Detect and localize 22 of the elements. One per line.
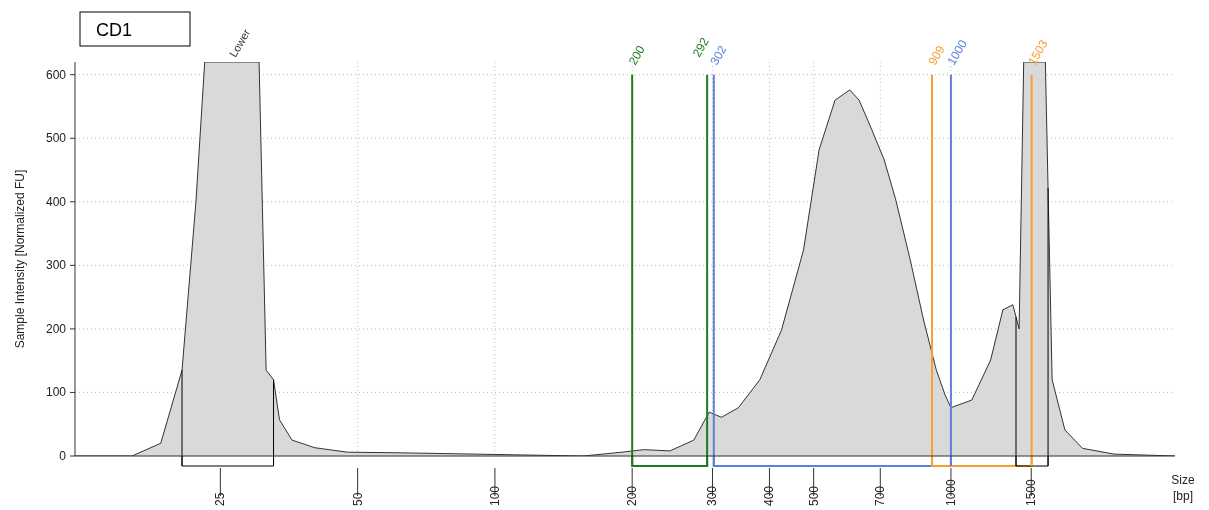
- y-tick-label: 600: [45, 67, 67, 82]
- y-tick-label: 0: [59, 449, 67, 463]
- x-tick-label: 400: [762, 485, 777, 506]
- x-tick-label: 50: [350, 492, 365, 506]
- y-tick-label: 100: [45, 385, 67, 400]
- x-axis-title: Size [bp]: [1171, 473, 1195, 503]
- y-tick-label: 500: [45, 131, 67, 146]
- x-tick-label: 25: [213, 492, 228, 506]
- x-tick-label: 200: [625, 485, 640, 506]
- x-tick-label: 1500: [1024, 478, 1039, 506]
- ref-line-label: 200: [625, 42, 648, 68]
- y-axis-title: Sample Intensity [Normalized FU]: [13, 169, 27, 349]
- x-tick-label: 500: [806, 485, 821, 506]
- x-tick-label: 300: [705, 485, 720, 506]
- y-tick-label: 400: [45, 194, 67, 209]
- y-tick-label: 200: [45, 321, 67, 336]
- x-tick-label: 1000: [943, 478, 958, 506]
- y-tick-label: 300: [45, 258, 67, 273]
- x-tick-label: 700: [873, 485, 888, 506]
- ref-line-label: 909: [925, 42, 948, 68]
- chart-title: CD1: [96, 20, 133, 40]
- x-tick-label: 100: [487, 485, 502, 506]
